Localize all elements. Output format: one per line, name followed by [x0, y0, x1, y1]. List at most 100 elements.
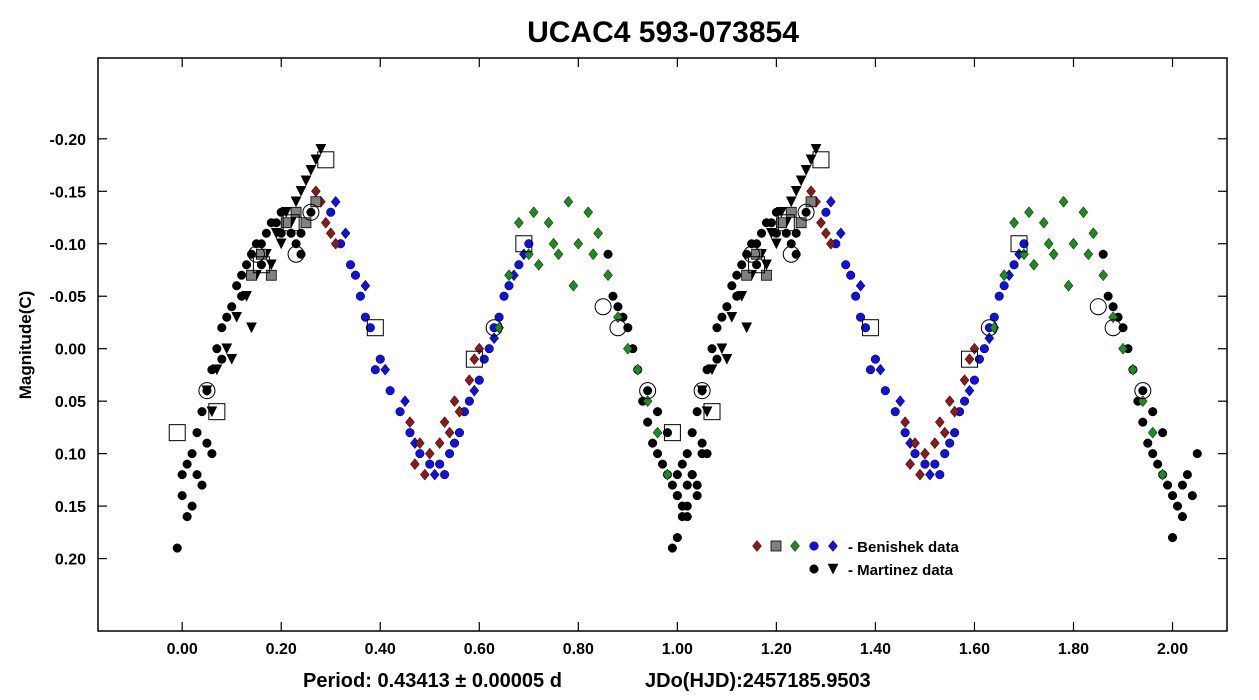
data-point: [797, 203, 815, 221]
data-point: [687, 428, 697, 438]
data-point: [1009, 216, 1019, 229]
data-point: [282, 214, 300, 232]
data-point: [821, 207, 831, 217]
data-point: [950, 428, 960, 438]
data-point: [226, 353, 238, 365]
data-point: [672, 533, 682, 543]
data-point: [790, 186, 802, 197]
epoch-label: JDo(HJD):2457185.9503: [645, 670, 871, 692]
data-point: [806, 185, 816, 198]
data-point: [242, 260, 252, 270]
data-point: [265, 269, 277, 281]
data-point: [360, 279, 371, 292]
data-point: [930, 459, 940, 469]
data-point: [395, 407, 405, 417]
data-point: [915, 468, 925, 481]
data-point: [1089, 298, 1107, 316]
data-point: [722, 302, 732, 312]
data-point: [880, 386, 890, 396]
data-point: [1167, 491, 1178, 501]
data-point: [856, 312, 866, 322]
data-point: [247, 245, 265, 263]
data-point: [677, 501, 687, 511]
data-point: [400, 395, 410, 408]
data-point: [782, 245, 800, 263]
data-point: [692, 407, 702, 417]
data-point: [751, 248, 762, 260]
data-point: [1138, 417, 1148, 427]
data-point: [479, 354, 489, 364]
x-tick-label: 1.20: [761, 641, 792, 658]
data-point: [999, 281, 1009, 291]
data-point: [1010, 235, 1028, 253]
data-point: [667, 480, 677, 490]
data-point: [756, 228, 767, 238]
data-point: [706, 364, 718, 376]
data-point: [435, 459, 445, 469]
data-point: [514, 260, 524, 270]
data-point: [791, 228, 801, 238]
data-point: [677, 459, 687, 469]
data-point: [697, 438, 707, 448]
data-point: [207, 449, 217, 459]
data-point: [227, 302, 237, 312]
data-point: [568, 279, 579, 292]
data-point: [296, 249, 306, 259]
data-point: [241, 290, 252, 302]
data-point: [485, 319, 503, 337]
data-point: [514, 216, 524, 229]
data-point: [217, 354, 227, 364]
data-point: [489, 332, 499, 345]
data-point: [900, 416, 910, 429]
data-point: [454, 405, 465, 418]
data-point: [974, 354, 984, 364]
data-point: [712, 354, 722, 364]
data-point: [960, 396, 970, 406]
data-point: [182, 512, 192, 522]
data-point: [935, 470, 945, 480]
data-point: [1078, 206, 1089, 219]
data-point: [1063, 279, 1074, 292]
data-point: [177, 470, 187, 480]
data-point: [999, 269, 1009, 282]
data-point: [355, 291, 365, 301]
data-point: [464, 396, 474, 406]
data-point: [890, 407, 900, 417]
data-point: [905, 458, 915, 471]
data-point: [925, 468, 935, 481]
data-point: [791, 249, 801, 259]
data-point: [419, 468, 430, 481]
data-point: [345, 260, 356, 270]
data-point: [187, 449, 197, 459]
data-point: [296, 228, 306, 238]
legend-markers-benishek: [752, 540, 838, 552]
data-point: [1163, 480, 1173, 490]
data-point: [405, 416, 415, 429]
data-point: [365, 323, 375, 333]
data-point: [1187, 491, 1197, 501]
data-point: [775, 207, 787, 218]
data-point: [1134, 382, 1152, 400]
data-point: [940, 449, 950, 459]
data-point: [944, 395, 955, 408]
data-point: [588, 248, 598, 261]
y-tick-label: -0.10: [50, 237, 87, 254]
data-point: [737, 260, 747, 270]
data-point: [851, 291, 861, 301]
data-point: [1068, 237, 1079, 250]
data-point: [320, 216, 331, 229]
data-point: [533, 258, 544, 271]
data-point: [593, 227, 603, 240]
data-point: [662, 428, 673, 438]
data-point: [449, 395, 460, 408]
data-point: [939, 426, 950, 439]
data-point: [474, 342, 485, 355]
data-point: [969, 375, 980, 385]
data-point: [959, 374, 970, 387]
data-point: [785, 196, 797, 208]
x-tick-label: 1.40: [860, 641, 891, 658]
data-point: [865, 365, 876, 375]
data-point: [741, 322, 753, 334]
data-point: [340, 227, 351, 240]
